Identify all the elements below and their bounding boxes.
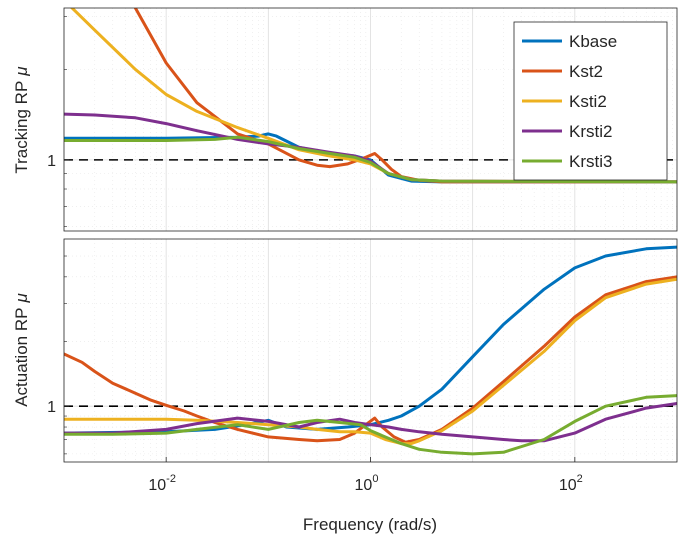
legend-label-ksti2: Ksti2 [569, 92, 607, 111]
tracking-axes-box [63, 7, 678, 232]
x-axis-label: Frequency (rad/s) [303, 515, 437, 534]
actuation-y-ticks: 1 [47, 255, 69, 455]
series-line-krsti2 [64, 402, 677, 443]
actuation-y-axis-label: Actuation RPμ [12, 293, 31, 407]
tracking-panel: 1 Tracking RPμ Kbase Kst2 Ksti2 Krsti2 Krsti… [12, 7, 678, 232]
legend-label-kbase: Kbase [569, 32, 617, 51]
y-tick-label: 1 [47, 399, 56, 416]
series-line-krsti3 [64, 135, 677, 184]
series-line-kst2 [64, 275, 677, 444]
y-tick-label: 1 [47, 153, 56, 170]
tracking-y-axis-label: Tracking RPμ [12, 66, 31, 174]
legend-label-krsti3: Krsti3 [569, 152, 612, 171]
actuation-series-group [64, 245, 677, 456]
series-line-krsti3 [64, 394, 677, 456]
actuation-panel: 1 Actuation RPμ 10-2 100 102 [12, 238, 678, 494]
legend-label-krsti2: Krsti2 [569, 122, 612, 141]
series-line-ksti2 [64, 277, 677, 446]
tracking-series-group [64, 8, 677, 184]
legend-box [513, 21, 668, 181]
legend: Kbase Kst2 Ksti2 Krsti2 Krsti3 [513, 21, 668, 181]
legend-label-kst2: Kst2 [569, 62, 603, 81]
tracking-y-ticks: 1 [47, 16, 69, 227]
